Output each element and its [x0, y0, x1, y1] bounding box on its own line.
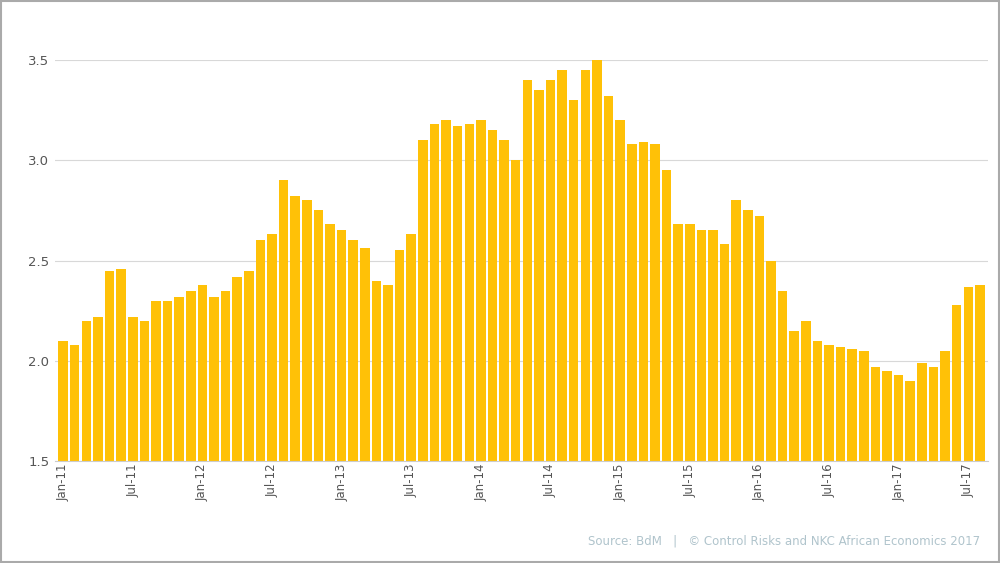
Bar [534, 91, 544, 461]
Bar [743, 211, 753, 461]
Bar [731, 200, 741, 461]
Bar [836, 346, 845, 461]
Bar [128, 316, 138, 461]
Bar [929, 367, 938, 461]
Bar [615, 120, 625, 461]
Bar [662, 171, 671, 461]
Bar [789, 330, 799, 461]
Bar [685, 225, 695, 461]
Bar [290, 196, 300, 461]
Bar [116, 269, 126, 461]
Bar [325, 225, 335, 461]
Bar [720, 244, 729, 461]
Bar [314, 211, 323, 461]
Bar [93, 316, 103, 461]
Bar [244, 270, 254, 461]
Bar [882, 370, 892, 461]
Bar [348, 240, 358, 461]
Bar [778, 291, 787, 461]
Bar [383, 284, 393, 461]
Bar [232, 276, 242, 461]
Bar [418, 141, 428, 461]
Bar [302, 200, 312, 461]
Bar [441, 120, 451, 461]
Bar [465, 124, 474, 461]
Bar [697, 230, 706, 461]
Bar [360, 248, 370, 461]
Bar [917, 363, 927, 461]
Text: GROSS FOREX RESERVES ($bn): GROSS FOREX RESERVES ($bn) [13, 14, 377, 34]
Bar [824, 345, 834, 461]
Bar [209, 297, 219, 461]
Bar [337, 230, 346, 461]
Bar [267, 235, 277, 461]
Bar [186, 291, 196, 461]
Bar [151, 301, 161, 461]
Bar [140, 320, 149, 461]
Bar [940, 351, 950, 461]
Text: Source: BdM   |   © Control Risks and NKC African Economics 2017: Source: BdM | © Control Risks and NKC Af… [588, 534, 980, 547]
Bar [523, 81, 532, 461]
Bar [801, 320, 811, 461]
Bar [430, 124, 439, 461]
Bar [952, 305, 961, 461]
Bar [859, 351, 869, 461]
Bar [163, 301, 172, 461]
Bar [511, 160, 520, 461]
Bar [755, 217, 764, 461]
Bar [174, 297, 184, 461]
Bar [279, 181, 288, 461]
Bar [871, 367, 880, 461]
Bar [975, 284, 985, 461]
Bar [499, 141, 509, 461]
Bar [708, 230, 718, 461]
Bar [476, 120, 486, 461]
Bar [964, 287, 973, 461]
Bar [82, 320, 91, 461]
Bar [221, 291, 230, 461]
Bar [453, 127, 462, 461]
Bar [395, 251, 404, 461]
Bar [592, 60, 602, 461]
Bar [372, 280, 381, 461]
Bar [58, 341, 68, 461]
Bar [650, 145, 660, 461]
Bar [627, 145, 637, 461]
Bar [813, 341, 822, 461]
Bar [406, 235, 416, 461]
Bar [894, 374, 903, 461]
Bar [105, 270, 114, 461]
Bar [546, 81, 555, 461]
Bar [70, 345, 79, 461]
Bar [198, 284, 207, 461]
Bar [905, 381, 915, 461]
Bar [569, 100, 578, 461]
Bar [673, 225, 683, 461]
Bar [488, 131, 497, 461]
Bar [847, 348, 857, 461]
Bar [766, 261, 776, 461]
Bar [604, 96, 613, 461]
Bar [557, 70, 567, 461]
Bar [256, 240, 265, 461]
Bar [639, 142, 648, 461]
Bar [581, 70, 590, 461]
